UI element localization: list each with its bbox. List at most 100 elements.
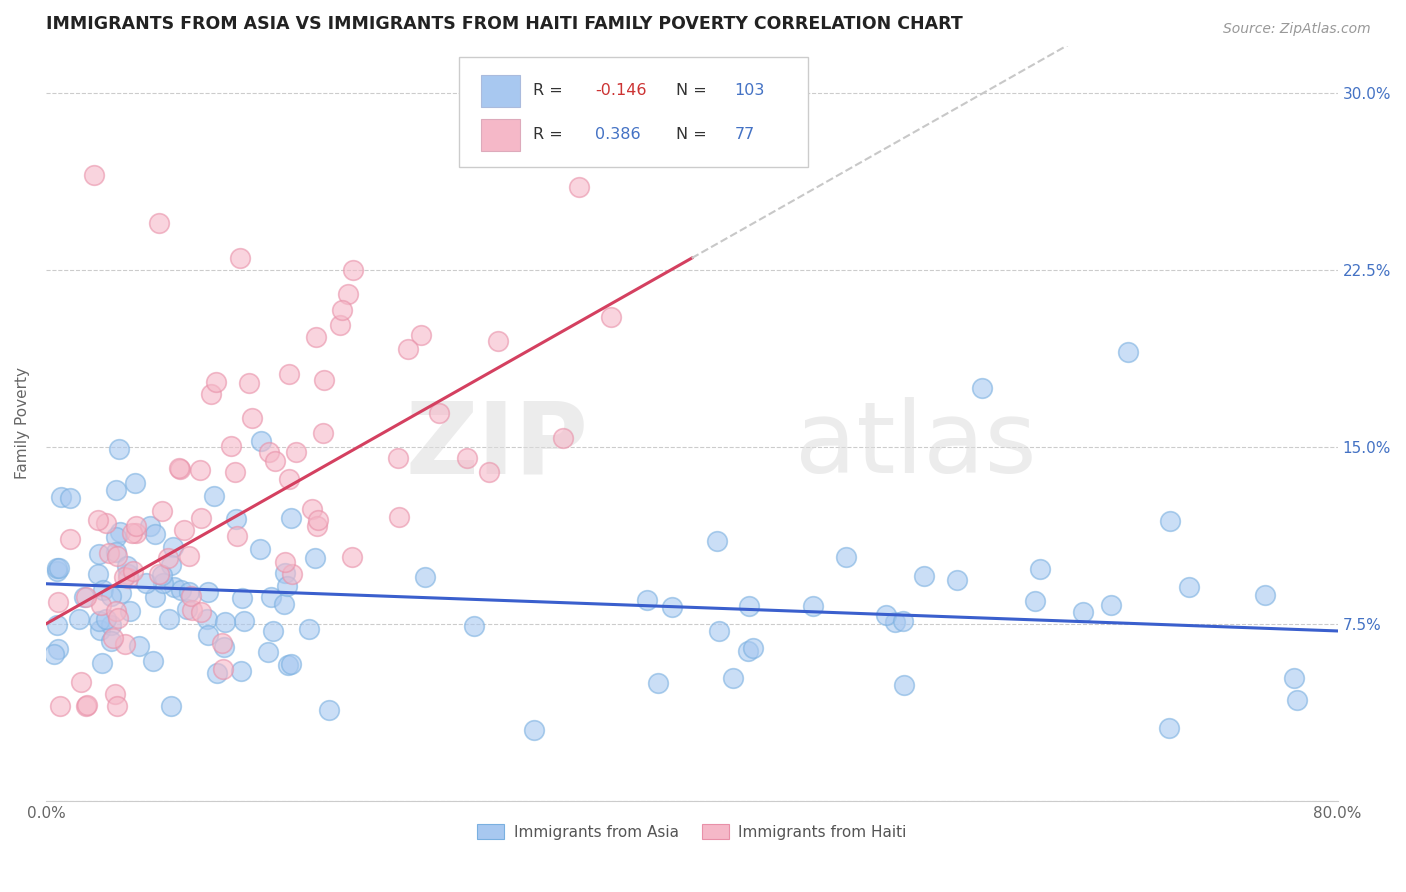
Point (238, 376, 260, 390)
Point (105, 699, 128, 714)
Point (231, 591, 253, 605)
Point (273, 597, 295, 611)
Point (94, 516, 117, 530)
Point (89, 623, 111, 637)
Point (135, 575, 157, 590)
Point (1159, 514, 1181, 528)
Point (200, 387, 222, 401)
Point (169, 462, 191, 476)
Point (46, 642, 69, 657)
Point (195, 612, 218, 626)
Point (104, 687, 127, 701)
Point (121, 525, 143, 540)
Point (157, 550, 180, 565)
Text: 77: 77 (734, 128, 755, 143)
Point (463, 618, 485, 632)
Point (277, 472, 299, 486)
Bar (481, 75, 520, 107)
Point (101, 631, 124, 645)
Point (211, 635, 233, 649)
Point (160, 699, 183, 714)
Point (221, 439, 243, 453)
Point (152, 503, 174, 517)
Point (114, 637, 136, 651)
Point (647, 675, 669, 690)
Point (112, 570, 135, 584)
Point (1071, 605, 1094, 619)
Point (148, 567, 170, 582)
Point (305, 329, 328, 343)
Point (105, 549, 128, 564)
Point (152, 576, 174, 591)
Point (706, 533, 728, 548)
Point (456, 451, 478, 466)
Point (48, 561, 70, 575)
Point (96, 612, 118, 626)
Point (1286, 693, 1309, 707)
Point (329, 318, 352, 332)
Point (1178, 580, 1201, 594)
Point (312, 374, 335, 388)
Point (204, 489, 226, 503)
Point (568, 179, 591, 194)
Point (87, 614, 110, 628)
Point (160, 558, 183, 573)
Point (264, 454, 287, 468)
Point (70, 674, 93, 689)
Point (214, 615, 236, 630)
Point (100, 633, 122, 648)
Legend: Immigrants from Asia, Immigrants from Haiti: Immigrants from Asia, Immigrants from Ha… (471, 818, 912, 847)
Bar (481, 119, 520, 151)
Point (197, 628, 219, 642)
Point (100, 618, 122, 632)
Point (176, 602, 198, 616)
Point (110, 586, 132, 600)
Point (737, 599, 759, 613)
Text: 103: 103 (734, 84, 765, 98)
Point (387, 451, 409, 466)
Point (76, 698, 98, 713)
Point (250, 434, 273, 448)
Point (87, 513, 110, 527)
Point (108, 442, 131, 456)
Point (388, 510, 411, 524)
Point (972, 381, 994, 395)
Point (91, 583, 114, 598)
Point (240, 410, 263, 425)
Point (180, 603, 202, 617)
Point (229, 665, 252, 679)
Point (125, 526, 148, 541)
Point (48, 699, 70, 714)
Point (107, 610, 129, 624)
Point (274, 555, 297, 569)
Point (124, 476, 146, 491)
Point (83, 169, 105, 183)
Point (946, 573, 969, 587)
Point (143, 590, 166, 604)
Point (1282, 671, 1305, 685)
Point (117, 566, 139, 581)
Point (835, 549, 858, 564)
Point (105, 604, 128, 618)
Point (284, 445, 307, 459)
Point (46, 595, 69, 609)
Point (262, 624, 284, 638)
Point (75, 699, 97, 714)
Y-axis label: Family Poverty: Family Poverty (15, 368, 30, 479)
Point (661, 599, 683, 614)
Point (330, 303, 353, 318)
Point (190, 511, 212, 525)
Point (307, 519, 329, 533)
Point (257, 645, 280, 659)
Point (600, 310, 623, 324)
Point (312, 425, 335, 440)
Point (318, 703, 340, 717)
Point (912, 569, 935, 583)
Point (190, 605, 212, 619)
Text: R =: R = (533, 84, 568, 98)
Point (59, 533, 82, 547)
Text: -0.146: -0.146 (595, 84, 647, 98)
Text: atlas: atlas (796, 398, 1036, 494)
Point (86, 566, 108, 581)
Point (73, 591, 96, 605)
